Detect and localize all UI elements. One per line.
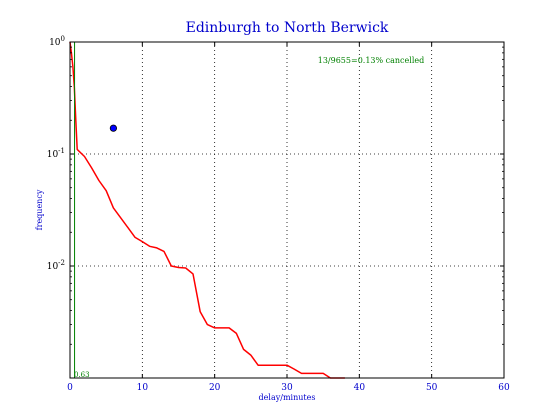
x-tick-label: 0 [67,383,73,393]
y-tick-label: 10-1 [47,147,65,160]
x-tick-label: 30 [281,383,293,393]
x-tick-label: 60 [498,383,510,393]
x-tick-label: 40 [354,383,366,393]
x-tick-label: 20 [209,383,221,393]
series-layer [69,41,345,379]
x-tick-label: 50 [426,383,438,393]
marker-layer [109,124,118,132]
y-axis-label: frequency [35,189,44,230]
delay-distribution-line [69,41,345,379]
y-tick-label: 100 [49,35,65,48]
vline-label: 0.63 [74,371,90,379]
y-tick-base: 10 [49,38,61,48]
y-tick-base: 10 [47,150,59,160]
x-axis-label: delay/minutes [259,393,316,402]
y-tick-exponent: 0 [61,35,65,43]
cancelled-annotation: 13/9655=0.13% cancelled [318,56,424,65]
y-tick-base: 10 [47,262,59,272]
cancelled-marker [109,124,118,132]
y-tick-exponent: -2 [58,259,65,267]
grid [70,42,504,378]
chart-title: Edinburgh to North Berwick [186,20,389,36]
y-tick-label: 10-2 [47,259,65,272]
y-tick-exponent: -1 [58,147,65,155]
x-tick-label: 10 [137,383,149,393]
